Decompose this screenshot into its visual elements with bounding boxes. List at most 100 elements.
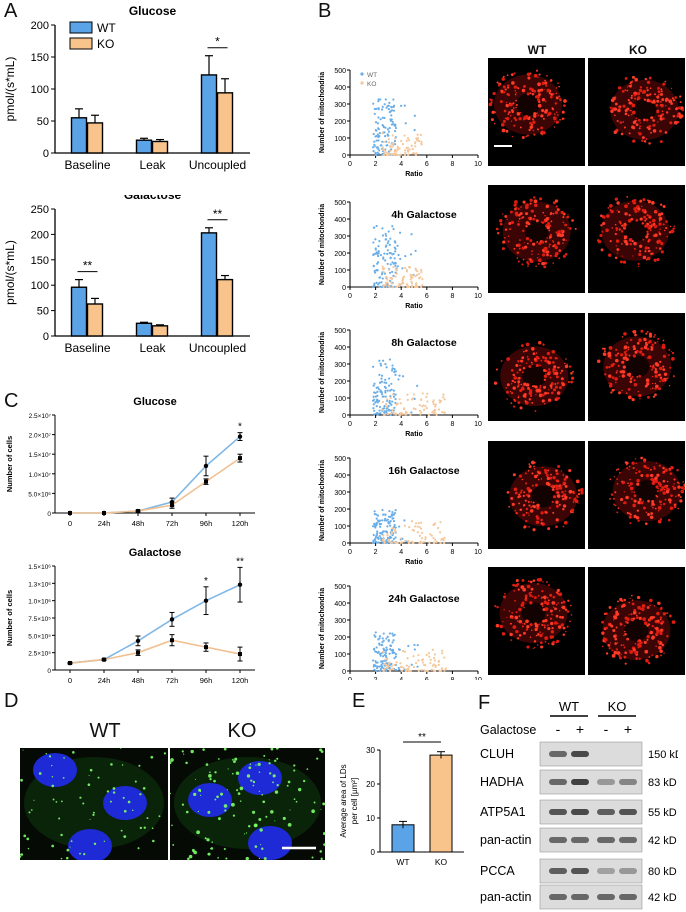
point-ko (417, 522, 420, 525)
point-ko (381, 265, 384, 268)
micrograph-label-wt: WT (527, 43, 547, 57)
point-ko (384, 284, 387, 287)
point-ko (424, 664, 427, 667)
point-ko (399, 153, 402, 156)
galactose-sign: - (604, 721, 609, 737)
point-wt (401, 375, 405, 378)
point-ko (404, 410, 407, 413)
point-wt (392, 274, 395, 278)
point-ko (416, 285, 419, 288)
point-ko (68, 511, 72, 515)
scatter-points (371, 358, 446, 417)
point-wt (384, 259, 387, 262)
point-ko (399, 666, 402, 669)
lipid-droplet (123, 835, 127, 839)
point-ko (394, 530, 397, 533)
point-ko (386, 412, 389, 415)
point-wt (393, 246, 396, 249)
micrograph-ko (588, 185, 685, 293)
point-wt (390, 123, 394, 126)
point-wt (393, 406, 396, 409)
if-label-wt: WT (89, 720, 121, 742)
lipid-droplet (65, 856, 69, 860)
point-wt (375, 517, 378, 520)
point-ko (403, 149, 407, 152)
point-wt (388, 652, 391, 655)
point-ko (390, 541, 393, 544)
x-tick-label: 2 (374, 161, 378, 168)
point-wt (386, 128, 390, 131)
point-wt (376, 390, 379, 393)
point-wt (394, 250, 397, 253)
point-wt (391, 270, 394, 273)
lipid-droplet (132, 809, 134, 811)
point-ko (414, 141, 417, 144)
point-ko (411, 398, 414, 401)
y-tick-label: 0 (342, 153, 346, 160)
point-ko (406, 285, 409, 289)
lipid-droplet (72, 751, 75, 754)
lipid-droplet (258, 817, 262, 821)
lipid-droplet (82, 802, 85, 805)
x-tick-label: 8 (450, 677, 454, 680)
point-wt (376, 399, 379, 402)
point-wt (373, 512, 376, 516)
point-wt (398, 668, 401, 671)
point-ko (443, 536, 446, 540)
lipid-droplet (207, 810, 211, 814)
x-tick-label: WT (396, 857, 409, 867)
point-wt (388, 111, 391, 114)
point-ko (406, 398, 409, 401)
point-wt (379, 118, 382, 121)
lipid-droplet (265, 815, 268, 818)
point-ko (429, 533, 432, 536)
y-tick-label: 400 (334, 601, 346, 608)
point-ko (170, 638, 174, 643)
point-ko (382, 538, 385, 541)
point-wt (377, 388, 381, 391)
point-wt (397, 378, 400, 381)
point-wt (377, 127, 380, 130)
point-ko (430, 534, 433, 537)
lipid-droplet (97, 776, 100, 779)
point-wt (398, 648, 401, 651)
x-tick-label: 10 (474, 677, 482, 680)
x-tick-label: 0 (68, 676, 72, 685)
point-ko (416, 270, 419, 273)
y-tick-label: 150 (31, 52, 49, 64)
lipid-droplet (270, 810, 274, 814)
lipid-droplet (187, 857, 190, 860)
point-ko (170, 503, 174, 508)
lipid-droplet (112, 787, 116, 790)
y-tick-label: 300 (334, 234, 346, 241)
point-wt (390, 649, 393, 652)
x-tick-label: 4 (399, 677, 403, 680)
x-tick-label: 6 (425, 677, 429, 680)
lipid-droplet (88, 775, 90, 777)
y-tick-label: 5.0×10⁶ (28, 491, 51, 498)
y-axis-label: Average area of LDs (339, 764, 348, 837)
point-ko (389, 145, 392, 148)
point-wt (385, 530, 388, 533)
point-ko (424, 404, 427, 408)
if-label-ko: KO (227, 720, 257, 742)
point-wt (388, 510, 391, 513)
point-wt (386, 104, 389, 108)
point-wt (393, 657, 396, 660)
micrograph-wt (488, 58, 585, 166)
point-wt (377, 98, 380, 101)
point-wt (394, 653, 398, 656)
point-ko (404, 151, 407, 154)
point-wt (376, 122, 380, 125)
point-ko (419, 398, 423, 401)
lipid-droplet-micrographs (20, 748, 325, 860)
point-wt (374, 650, 377, 653)
legend-swatch-ko (69, 37, 93, 50)
point-ko (204, 479, 208, 484)
point-wt (375, 386, 378, 389)
point-ko (435, 413, 438, 416)
point-wt (385, 106, 388, 109)
bar-ko-baseline (86, 122, 104, 154)
point-wt (388, 358, 392, 361)
x-tick-label: Uncoupled (189, 341, 246, 355)
